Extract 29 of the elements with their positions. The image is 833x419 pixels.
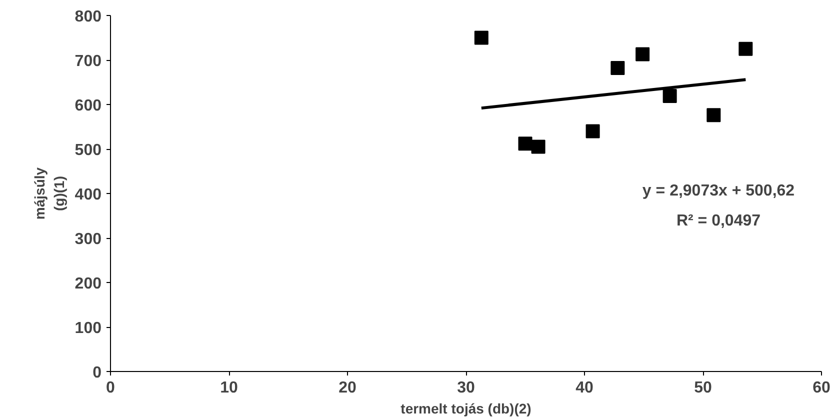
y-tick-label: 100 <box>74 320 102 337</box>
y-tick-label: 300 <box>74 231 102 248</box>
x-tick-label: 10 <box>220 380 238 396</box>
x-tick-label: 60 <box>812 380 830 396</box>
y-tick-label: 600 <box>74 98 102 114</box>
point <box>636 47 650 62</box>
x-tick-label: 40 <box>576 380 594 396</box>
y-tick-label: 700 <box>74 53 102 70</box>
x-tick-label: 20 <box>338 380 356 396</box>
y-tick-label: 500 <box>74 142 102 159</box>
annotation: y = 2,9073x + 500,62 <box>642 182 795 200</box>
y-tick-label: 0 <box>92 364 102 382</box>
y-tick-label: 200 <box>74 276 102 292</box>
point <box>518 136 532 151</box>
x-tick-label: 0 <box>106 380 116 396</box>
x-tick-label: 30 <box>457 380 475 396</box>
annotation: R² = 0,0497 <box>676 212 761 230</box>
point <box>662 89 677 104</box>
point <box>738 42 753 56</box>
point <box>474 30 488 45</box>
y-tick-label: 800 <box>74 8 102 26</box>
x-axis-title: termelt tojás (db)(2) <box>400 400 532 416</box>
point <box>531 140 546 154</box>
point <box>610 61 625 76</box>
point <box>706 108 721 122</box>
y-tick-label: 400 <box>74 186 102 204</box>
y-axis-title: májsúly (g)(1) <box>32 167 67 220</box>
x-tick-label: 50 <box>694 380 712 396</box>
point <box>586 124 600 138</box>
